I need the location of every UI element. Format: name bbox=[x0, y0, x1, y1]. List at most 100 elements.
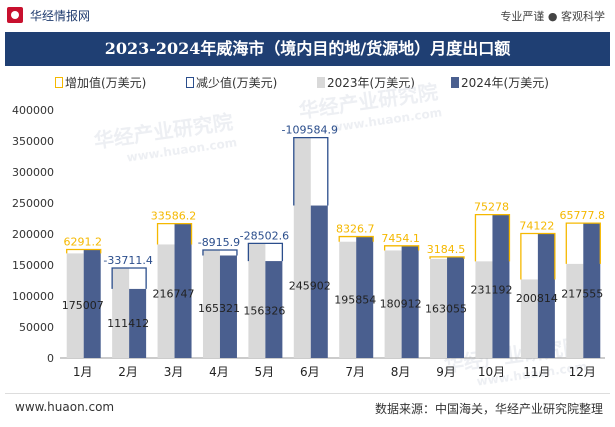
legend-2024-swatch bbox=[451, 77, 459, 88]
x-tick-label: 8月 bbox=[391, 365, 411, 379]
decrease-bracket bbox=[247, 242, 284, 262]
change-label: 75278 bbox=[474, 201, 509, 214]
y-tick-label: 250000 bbox=[12, 197, 54, 210]
footer-source: 数据来源：中国海关，华经产业研究院整理 bbox=[374, 402, 603, 416]
legend-decrease: 减少值(万美元) bbox=[186, 74, 277, 91]
bar-2023 bbox=[430, 258, 448, 358]
bar-2024 bbox=[537, 233, 555, 358]
legend-2023-swatch bbox=[317, 77, 325, 88]
x-tick-label: 6月 bbox=[300, 365, 320, 379]
y-tick-label: 400000 bbox=[12, 104, 54, 117]
y-tick-label: 50000 bbox=[19, 321, 54, 334]
legend-2024-label: 2024年(万美元) bbox=[461, 76, 549, 90]
x-tick-label: 11月 bbox=[523, 365, 550, 379]
increase-bracket bbox=[474, 214, 511, 262]
legend-2023-label: 2023年(万美元) bbox=[327, 76, 415, 90]
value-label-2024: 245902 bbox=[289, 279, 331, 292]
value-label-2024: 175007 bbox=[62, 299, 104, 312]
bar-2024 bbox=[583, 223, 601, 358]
change-label: -8915.9 bbox=[198, 236, 240, 249]
x-tick-label: 7月 bbox=[345, 365, 365, 379]
x-tick-label: 2月 bbox=[118, 365, 138, 379]
x-tick-label: 1月 bbox=[73, 365, 93, 379]
increase-bracket bbox=[383, 245, 420, 251]
bar-2024 bbox=[401, 245, 419, 358]
y-tick-label: 100000 bbox=[12, 290, 54, 303]
value-label-2024: 216747 bbox=[153, 288, 195, 301]
change-label: 65777.8 bbox=[560, 209, 606, 222]
bar-2023 bbox=[293, 137, 311, 358]
bar-2023 bbox=[66, 253, 84, 358]
y-tick-label: 200000 bbox=[12, 228, 54, 241]
x-tick-label: 9月 bbox=[436, 365, 456, 379]
change-label: -33711.4 bbox=[103, 254, 152, 267]
x-tick-label: 12月 bbox=[569, 365, 596, 379]
footer-divider bbox=[5, 393, 610, 394]
bar-2023 bbox=[566, 263, 584, 358]
bar-2024 bbox=[129, 288, 147, 358]
footer-website: www.huaon.com bbox=[15, 400, 115, 414]
logo-icon bbox=[7, 7, 23, 23]
bar-2024 bbox=[492, 214, 510, 358]
change-label: 3184.5 bbox=[427, 243, 466, 256]
y-tick-label: 150000 bbox=[12, 259, 54, 272]
legend-increase: 增加值(万美元) bbox=[55, 74, 146, 91]
bar-2024 bbox=[356, 236, 374, 358]
y-tick-label: 0 bbox=[47, 352, 54, 365]
legend-decrease-swatch bbox=[186, 77, 194, 88]
x-tick-label: 5月 bbox=[255, 365, 275, 379]
bar-2024 bbox=[265, 261, 283, 358]
change-label: 74122 bbox=[519, 219, 554, 232]
top-bar: 华经情报网 专业严谨 ● 客观科学 bbox=[0, 0, 615, 30]
decrease-bracket bbox=[111, 267, 147, 289]
bar-2024 bbox=[174, 223, 192, 358]
bar-2023 bbox=[157, 244, 175, 358]
bar-2024 bbox=[310, 205, 328, 358]
title-bar: 2023-2024年威海市（境内目的地/货源地）月度出口额 bbox=[5, 32, 610, 66]
increase-bracket bbox=[565, 222, 601, 264]
bar-2024 bbox=[219, 255, 237, 358]
increase-bracket bbox=[338, 235, 374, 242]
bar-2024 bbox=[83, 249, 101, 358]
bar-2023 bbox=[520, 279, 538, 358]
y-tick-label: 350000 bbox=[12, 135, 54, 148]
legend-increase-swatch bbox=[55, 77, 63, 88]
legend-2023: 2023年(万美元) bbox=[317, 74, 415, 91]
change-label: 8326.7 bbox=[336, 223, 375, 236]
bar-2023 bbox=[475, 261, 493, 358]
increase-bracket bbox=[156, 222, 193, 245]
increase-bracket bbox=[429, 256, 465, 259]
bar-2023 bbox=[339, 241, 357, 358]
chart-title: 2023-2024年威海市（境内目的地/货源地）月度出口额 bbox=[104, 39, 511, 58]
change-label: 6291.2 bbox=[63, 235, 102, 248]
decrease-bracket bbox=[202, 249, 238, 256]
increase-bracket bbox=[66, 248, 102, 254]
change-label: -28502.6 bbox=[240, 229, 289, 242]
bar-2023 bbox=[112, 268, 130, 358]
brand-name: 华经情报网 bbox=[30, 9, 91, 23]
value-label-2024: 163055 bbox=[425, 303, 467, 316]
value-label-2024: 165321 bbox=[198, 302, 240, 315]
value-label-2024: 200814 bbox=[516, 292, 558, 305]
decrease-bracket bbox=[293, 136, 329, 206]
y-tick-label: 300000 bbox=[12, 166, 54, 179]
tagline: 专业严谨 ● 客观科学 bbox=[500, 10, 605, 23]
x-tick-label: 10月 bbox=[478, 365, 505, 379]
legend-increase-label: 增加值(万美元) bbox=[65, 76, 147, 90]
value-label-2024: 156326 bbox=[243, 304, 285, 317]
value-label-2024: 195854 bbox=[334, 293, 376, 306]
value-label-2024: 231192 bbox=[470, 283, 512, 296]
change-label: 33586.2 bbox=[151, 210, 197, 223]
change-label: 7454.1 bbox=[381, 232, 420, 245]
bar-2023 bbox=[248, 243, 266, 358]
x-tick-label: 3月 bbox=[164, 365, 184, 379]
value-label-2024: 111412 bbox=[107, 317, 149, 330]
bar-2023 bbox=[384, 250, 402, 358]
increase-bracket bbox=[520, 232, 556, 280]
bar-2024 bbox=[447, 256, 465, 358]
change-label: -109584.9 bbox=[282, 124, 338, 137]
value-label-2024: 217555 bbox=[561, 287, 603, 300]
legend-2024: 2024年(万美元) bbox=[451, 74, 549, 91]
bar-2023 bbox=[202, 249, 220, 358]
